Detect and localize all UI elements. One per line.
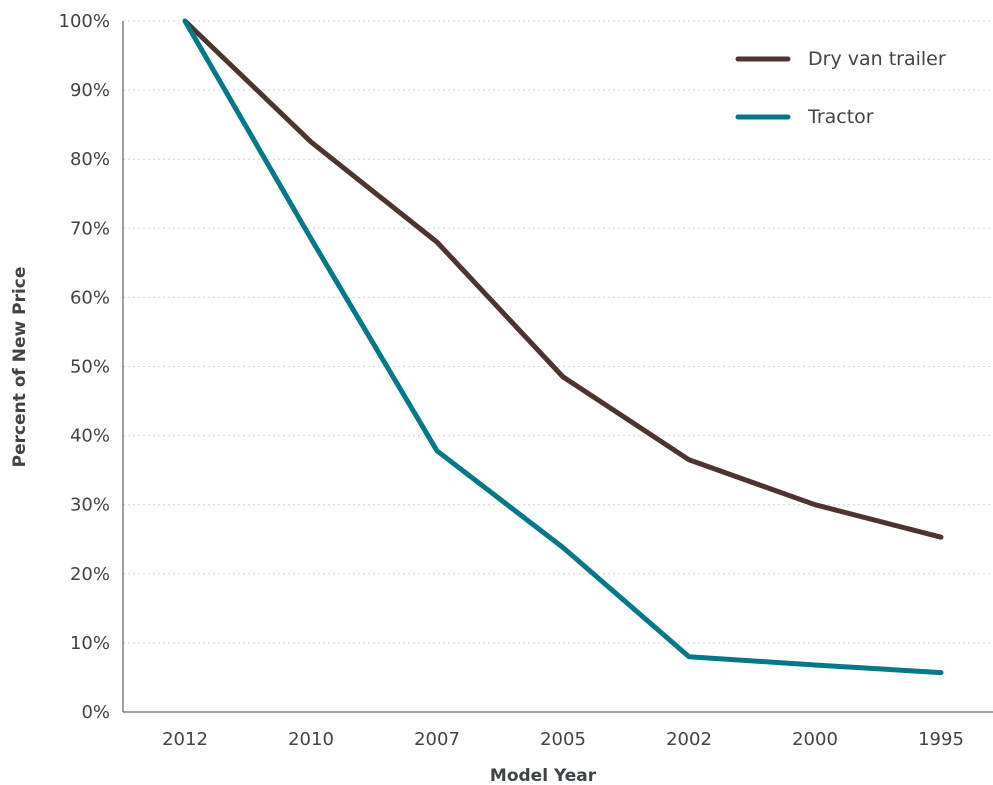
y-tick-label: 100%: [59, 11, 110, 32]
axes: [122, 21, 993, 713]
legend-label: Dry van trailer: [808, 48, 946, 70]
x-tick-label: 2005: [540, 729, 586, 750]
y-tick-label: 70%: [70, 218, 110, 239]
y-tick-label: 40%: [70, 426, 110, 447]
y-tick-label: 10%: [70, 633, 110, 654]
gridlines: [123, 20, 993, 644]
y-tick-label: 80%: [70, 149, 110, 170]
x-tick-label: 2002: [666, 729, 712, 750]
x-tick-labels: 2012 2010 2007 2005 2002 2000 1995: [162, 729, 964, 750]
x-tick-label: 1995: [918, 729, 964, 750]
legend-label: Tractor: [807, 106, 874, 128]
y-tick-labels: 0% 10% 20% 30% 40% 50% 60% 70% 80% 90% 100%: [59, 11, 110, 723]
x-tick-label: 2007: [414, 729, 460, 750]
y-tick-label: 50%: [70, 357, 110, 378]
x-tick-label: 2010: [288, 729, 334, 750]
y-tick-label: 30%: [70, 495, 110, 516]
x-tick-label: 2012: [162, 729, 208, 750]
series-line: [182, 18, 944, 540]
y-tick-label: 0%: [81, 702, 110, 723]
x-tick-label: 2000: [792, 729, 838, 750]
y-tick-label: 60%: [70, 287, 110, 308]
legend: Dry van trailer Tractor: [735, 48, 946, 128]
series-lines: [182, 18, 944, 676]
y-tick-label: 90%: [70, 80, 110, 101]
series-line: [182, 18, 944, 676]
x-axis-title: Model Year: [490, 766, 597, 785]
y-tick-label: 20%: [70, 564, 110, 585]
y-axis-title: Percent of New Price: [10, 267, 30, 468]
